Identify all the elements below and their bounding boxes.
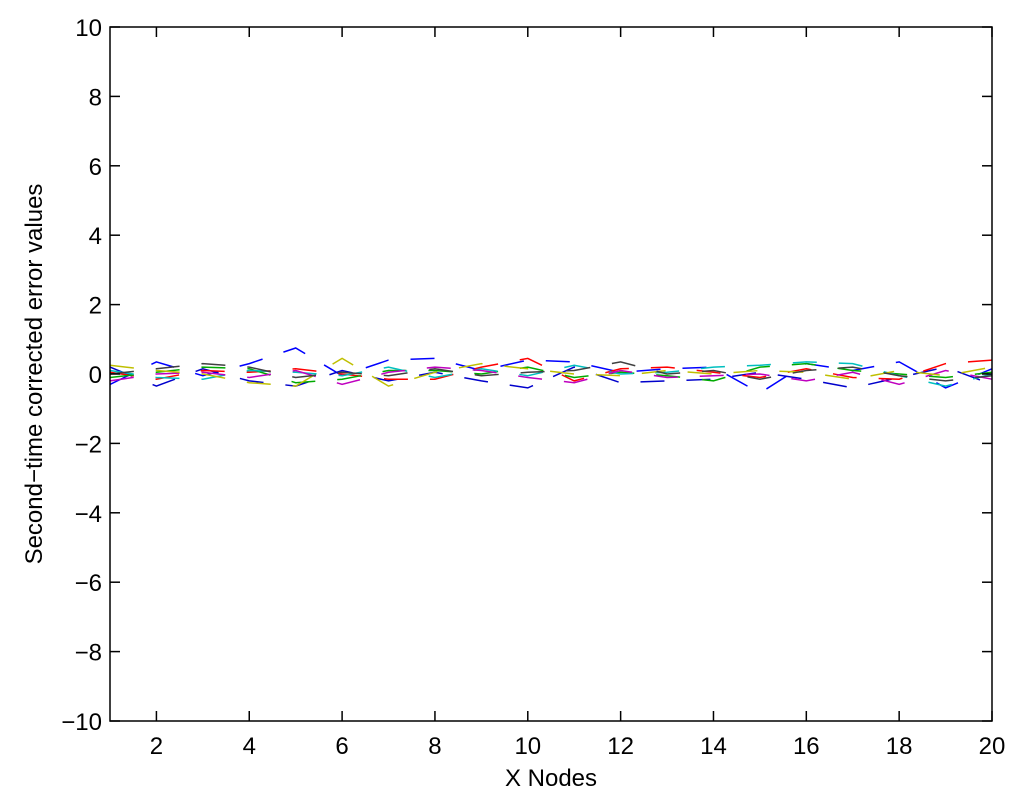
x-axis-title: X Nodes xyxy=(505,765,597,792)
x-tick-label: 14 xyxy=(700,733,727,760)
x-tick-label: 12 xyxy=(607,733,634,760)
y-axis-title: Second−time corrected error values xyxy=(21,184,48,565)
y-tick-label: −8 xyxy=(75,640,102,667)
x-axis: 2 4 6 8 10 12 14 16 18 20 xyxy=(150,27,1006,760)
y-tick-label: 2 xyxy=(89,293,102,320)
y-tick-label: −6 xyxy=(75,570,102,597)
series-layer xyxy=(109,347,993,394)
y-tick-label: −2 xyxy=(75,431,102,458)
x-tick-label: 4 xyxy=(243,733,256,760)
series-line-5 xyxy=(109,361,993,387)
y-tick-label: −4 xyxy=(75,501,102,528)
series-line-7 xyxy=(109,357,993,387)
x-tick-label: 6 xyxy=(335,733,348,760)
y-tick-label: 8 xyxy=(89,84,102,111)
x-tick-label: 10 xyxy=(514,733,541,760)
x-tick-label: 2 xyxy=(150,733,163,760)
y-axis: −10 −8 −6 −4 −2 0 2 4 6 8 10 xyxy=(61,15,992,736)
y-tick-label: 4 xyxy=(89,223,102,250)
series-line-2 xyxy=(109,366,993,389)
series-line-6 xyxy=(109,366,993,386)
y-tick-label: −10 xyxy=(61,709,102,736)
series-line-1 xyxy=(109,347,993,394)
y-tick-label: 0 xyxy=(89,362,102,389)
x-tick-label: 16 xyxy=(793,733,820,760)
y-tick-label: 10 xyxy=(75,15,102,42)
x-tick-label: 20 xyxy=(979,733,1006,760)
x-tick-label: 8 xyxy=(428,733,441,760)
x-tick-label: 18 xyxy=(886,733,913,760)
y-tick-label: 6 xyxy=(89,154,102,181)
series-line-8 xyxy=(109,361,993,382)
